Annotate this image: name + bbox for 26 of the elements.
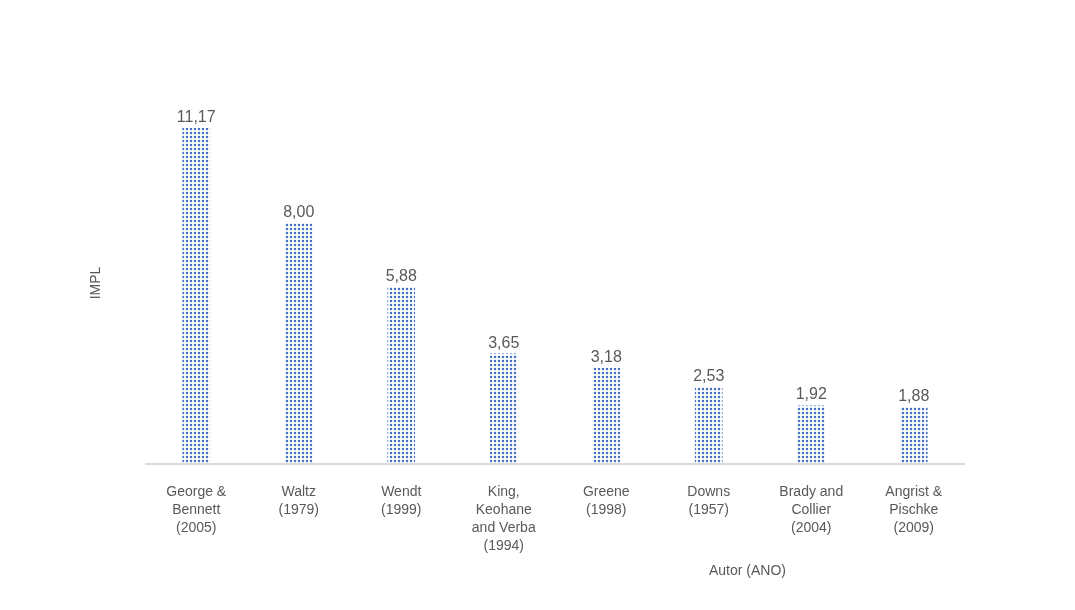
bar bbox=[592, 367, 621, 463]
bar bbox=[797, 405, 826, 463]
data-label: 11,17 bbox=[176, 108, 216, 126]
x-axis-title: Autor (ANO) bbox=[709, 562, 787, 578]
x-tick-label: Angrist & Pischke (2009) bbox=[885, 482, 943, 535]
data-label: 1,92 bbox=[795, 385, 827, 403]
x-tick-label: Brady and Collier (2004) bbox=[779, 482, 844, 535]
bar bbox=[694, 387, 723, 463]
bar bbox=[182, 128, 211, 463]
x-tick-label: Wendt (1999) bbox=[381, 482, 422, 517]
y-axis-title: IMPL bbox=[86, 266, 103, 300]
data-label: 8,00 bbox=[283, 203, 315, 221]
bar bbox=[387, 286, 416, 463]
x-tick-label: Greene (1998) bbox=[582, 482, 630, 517]
x-tick-label: George & Bennett (2005) bbox=[166, 482, 227, 535]
data-label: 3,18 bbox=[590, 347, 622, 365]
bar bbox=[284, 223, 313, 463]
data-label: 3,65 bbox=[488, 333, 520, 351]
bar bbox=[899, 406, 928, 463]
x-tick-label: Downs (1957) bbox=[687, 482, 731, 517]
data-label: 5,88 bbox=[385, 266, 417, 284]
data-label: 2,53 bbox=[693, 367, 725, 385]
x-tick-label: King, Keohane and Verba (1994) bbox=[471, 482, 536, 554]
bar bbox=[489, 353, 518, 463]
x-tick-label: Waltz (1979) bbox=[278, 482, 319, 517]
data-label: 1,88 bbox=[898, 386, 930, 404]
